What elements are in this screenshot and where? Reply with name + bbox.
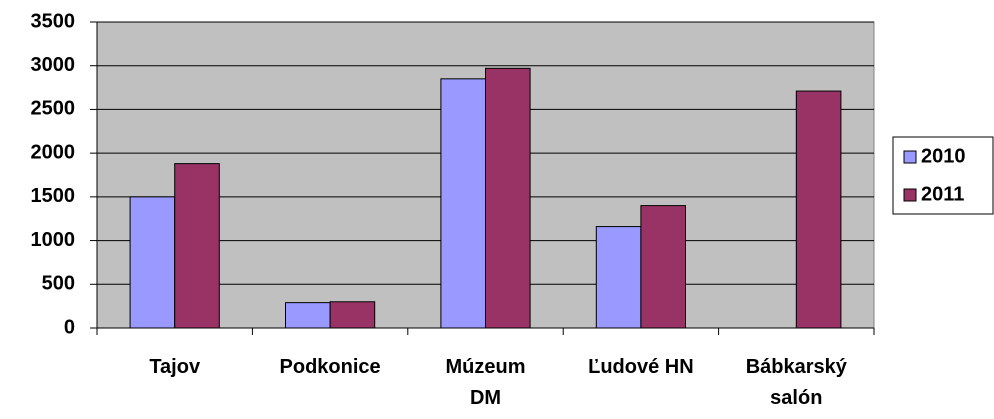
x-tick-label: Bábkarský salón	[746, 356, 848, 409]
y-tick-label: 3000	[31, 54, 76, 76]
bar	[174, 163, 220, 329]
bar	[485, 67, 531, 329]
x-tick-label: Ľudové HN	[588, 356, 694, 378]
y-tick-label: 1500	[31, 185, 76, 207]
y-tick-label: 3500	[31, 10, 76, 32]
y-tick-label: 2000	[31, 141, 76, 163]
legend-swatch	[903, 150, 917, 164]
y-tick-label: 0	[64, 316, 75, 338]
bar	[640, 205, 686, 329]
bar	[440, 78, 487, 329]
y-tick-label: 2500	[31, 98, 76, 120]
y-tick-label: 1000	[31, 229, 76, 251]
legend-label: 2010	[921, 145, 966, 167]
bar	[595, 226, 642, 329]
bar	[795, 90, 842, 329]
bar	[129, 196, 176, 329]
x-tick-label: Podkonice	[280, 356, 381, 378]
x-tick-label: Múzeum DM	[446, 356, 526, 409]
bar	[285, 302, 331, 329]
x-tick-label: Tajov	[149, 356, 201, 378]
legend-label: 2011	[921, 183, 964, 205]
y-tick-label: 500	[42, 273, 75, 295]
legend-swatch	[903, 188, 917, 202]
bar	[329, 301, 376, 329]
